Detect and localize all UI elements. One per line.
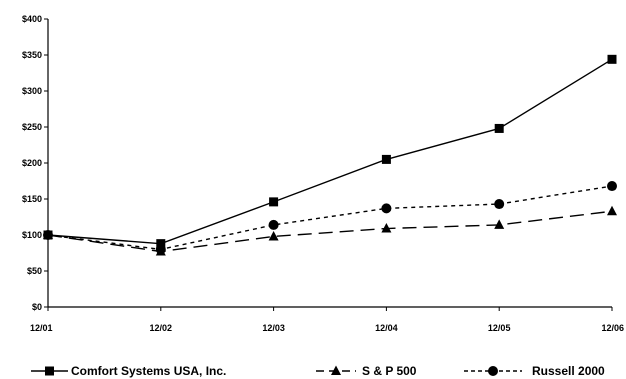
y-tick-label: $150 [22, 194, 42, 204]
data-point [607, 54, 617, 64]
y-tick-label: $300 [22, 86, 42, 96]
data-point [381, 154, 391, 164]
legend: Comfort Systems USA, Inc. S & P 500 Russel… [31, 364, 605, 378]
y-tick-label: $0 [32, 302, 42, 312]
legend-label: Russell 2000 [532, 364, 605, 378]
series-line [47, 185, 613, 251]
series-lines [47, 58, 613, 253]
x-tick-label: 12/02 [150, 323, 173, 333]
data-point [607, 205, 617, 216]
data-point [156, 239, 166, 249]
tick-labels: $0 $50 $100 $150 $200 $250 $300 $350 $400 12/01 12… [22, 14, 624, 333]
x-tick-label: 12/04 [375, 323, 398, 333]
x-tick-label: 12/05 [488, 323, 511, 333]
chart-axes [44, 18, 613, 311]
y-tick-label: $100 [22, 230, 42, 240]
y-tick-label: $50 [27, 266, 42, 276]
legend-marker [488, 366, 498, 376]
y-tick-label: $200 [22, 158, 42, 168]
data-point [494, 219, 505, 229]
legend-marker [45, 366, 54, 376]
series-markers [43, 54, 617, 256]
x-tick-label: 12/03 [262, 323, 285, 333]
series-line [47, 210, 613, 253]
data-point [607, 181, 617, 192]
data-point [268, 230, 279, 241]
data-point [381, 223, 392, 233]
y-tick-label: $250 [22, 122, 42, 132]
data-point [268, 219, 279, 230]
y-tick-label: $350 [22, 50, 42, 60]
x-tick-label: 12/06 [601, 323, 624, 333]
data-point [269, 197, 279, 207]
data-point [494, 123, 504, 133]
x-tick-label: 12/01 [30, 323, 53, 333]
legend-marker [331, 365, 341, 375]
series-line [47, 58, 613, 245]
legend-label: Comfort Systems USA, Inc. [71, 364, 226, 378]
data-point [494, 199, 505, 210]
legend-label: S & P 500 [362, 364, 417, 378]
data-point [381, 203, 392, 214]
y-tick-label: $400 [22, 14, 42, 24]
data-point [43, 230, 53, 240]
